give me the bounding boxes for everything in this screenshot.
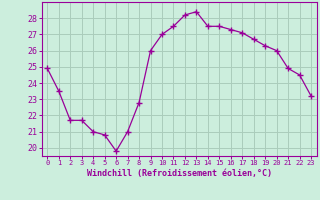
- X-axis label: Windchill (Refroidissement éolien,°C): Windchill (Refroidissement éolien,°C): [87, 169, 272, 178]
